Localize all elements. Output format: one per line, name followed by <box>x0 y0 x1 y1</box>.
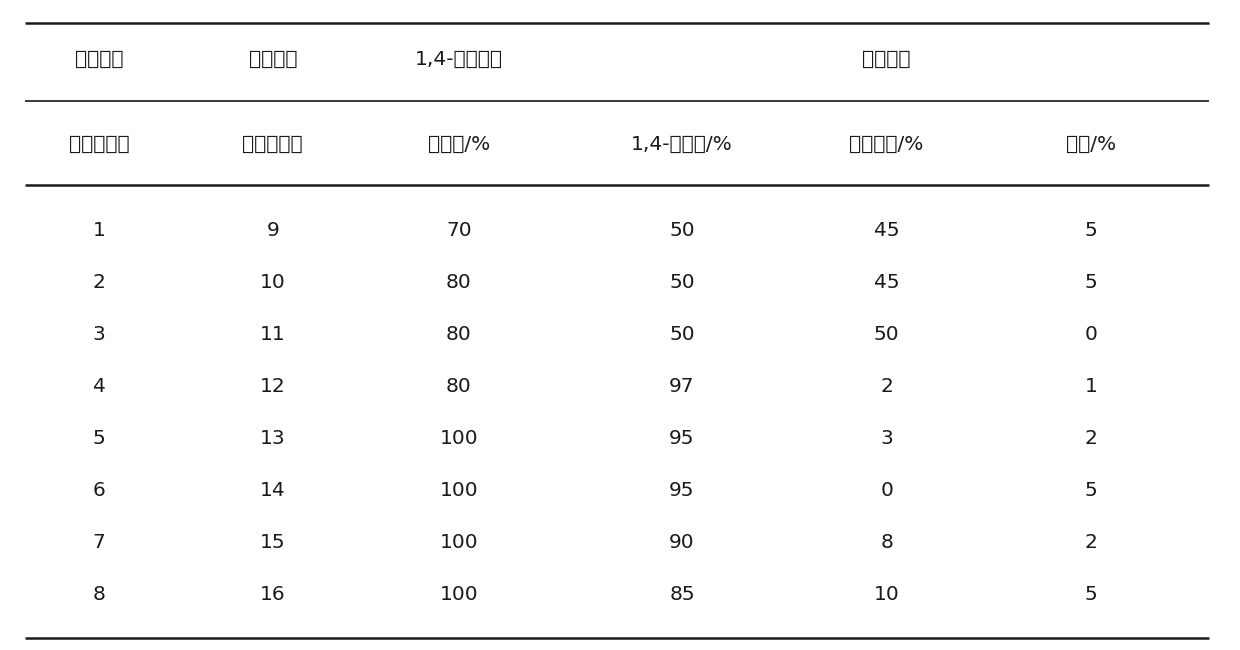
Text: 四氢呋喃/%: 四氢呋喃/% <box>849 135 924 154</box>
Text: 转化率/%: 转化率/% <box>428 135 490 154</box>
Text: 90: 90 <box>670 533 694 552</box>
Text: 13: 13 <box>260 429 285 448</box>
Text: 催化剂编号: 催化剂编号 <box>69 135 129 154</box>
Text: 3: 3 <box>93 325 105 344</box>
Text: 一段加氢: 一段加氢 <box>74 50 124 70</box>
Text: 14: 14 <box>260 481 285 500</box>
Text: 2: 2 <box>1085 429 1097 448</box>
Text: 产物分布: 产物分布 <box>862 50 911 70</box>
Text: 5: 5 <box>1085 221 1097 240</box>
Text: 10: 10 <box>874 585 899 604</box>
Text: 5: 5 <box>93 429 105 448</box>
Text: 2: 2 <box>880 377 893 396</box>
Text: 95: 95 <box>670 481 694 500</box>
Text: 45: 45 <box>874 221 899 240</box>
Text: 97: 97 <box>670 377 694 396</box>
Text: 80: 80 <box>446 377 471 396</box>
Text: 二段加氢: 二段加氢 <box>248 50 298 70</box>
Text: 1: 1 <box>1085 377 1097 396</box>
Text: 12: 12 <box>260 377 285 396</box>
Text: 85: 85 <box>670 585 694 604</box>
Text: 0: 0 <box>1085 325 1097 344</box>
Text: 100: 100 <box>439 481 479 500</box>
Text: 0: 0 <box>880 481 893 500</box>
Text: 80: 80 <box>446 325 471 344</box>
Text: 50: 50 <box>670 221 694 240</box>
Text: 100: 100 <box>439 585 479 604</box>
Text: 70: 70 <box>446 221 471 240</box>
Text: 7: 7 <box>93 533 105 552</box>
Text: 4: 4 <box>93 377 105 396</box>
Text: 11: 11 <box>260 325 285 344</box>
Text: 2: 2 <box>1085 533 1097 552</box>
Text: 10: 10 <box>260 273 285 292</box>
Text: 9: 9 <box>267 221 279 240</box>
Text: 100: 100 <box>439 429 479 448</box>
Text: 其他/%: 其他/% <box>1066 135 1116 154</box>
Text: 5: 5 <box>1085 273 1097 292</box>
Text: 50: 50 <box>874 325 899 344</box>
Text: 5: 5 <box>1085 585 1097 604</box>
Text: 95: 95 <box>670 429 694 448</box>
Text: 45: 45 <box>874 273 899 292</box>
Text: 1,4-丁二醇/%: 1,4-丁二醇/% <box>631 135 733 154</box>
Text: 15: 15 <box>260 533 285 552</box>
Text: 100: 100 <box>439 533 479 552</box>
Text: 1: 1 <box>93 221 105 240</box>
Text: 3: 3 <box>880 429 893 448</box>
Text: 5: 5 <box>1085 481 1097 500</box>
Text: 1,4-丁炔二醇: 1,4-丁炔二醇 <box>415 50 502 70</box>
Text: 催化剂编号: 催化剂编号 <box>243 135 303 154</box>
Text: 50: 50 <box>670 325 694 344</box>
Text: 8: 8 <box>880 533 893 552</box>
Text: 50: 50 <box>670 273 694 292</box>
Text: 16: 16 <box>260 585 285 604</box>
Text: 8: 8 <box>93 585 105 604</box>
Text: 6: 6 <box>93 481 105 500</box>
Text: 80: 80 <box>446 273 471 292</box>
Text: 2: 2 <box>93 273 105 292</box>
